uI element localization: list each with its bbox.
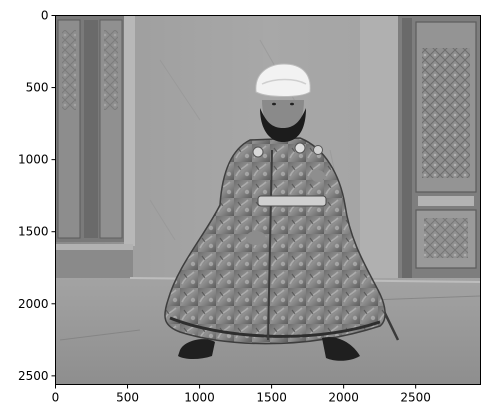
axes-frame <box>55 15 481 385</box>
right-door <box>360 16 480 284</box>
x-tick-label: 500 <box>116 391 139 405</box>
x-tick-label: 2000 <box>328 391 359 405</box>
left-door <box>55 16 135 246</box>
x-axis: 0 500 1000 1500 2000 2500 <box>52 384 431 405</box>
y-tick-label: 2500 <box>18 369 49 383</box>
y-axis: 0 500 1000 1500 2000 2500 <box>18 9 56 383</box>
x-tick-label: 2500 <box>400 391 431 405</box>
robed-figure <box>164 137 386 361</box>
left-boot <box>178 339 215 359</box>
y-tick-label: 2000 <box>18 297 49 311</box>
x-tick-label: 0 <box>52 391 60 405</box>
y-tick-label: 0 <box>41 9 49 23</box>
x-tick-label: 1500 <box>256 391 287 405</box>
y-tick-label: 500 <box>26 81 49 95</box>
head <box>255 63 311 142</box>
beard <box>260 108 306 142</box>
right-boot <box>322 336 360 361</box>
y-tick-label: 1500 <box>18 225 49 239</box>
photograph <box>55 16 481 384</box>
x-tick-label: 1000 <box>184 391 215 405</box>
y-tick-label: 1000 <box>18 153 49 167</box>
